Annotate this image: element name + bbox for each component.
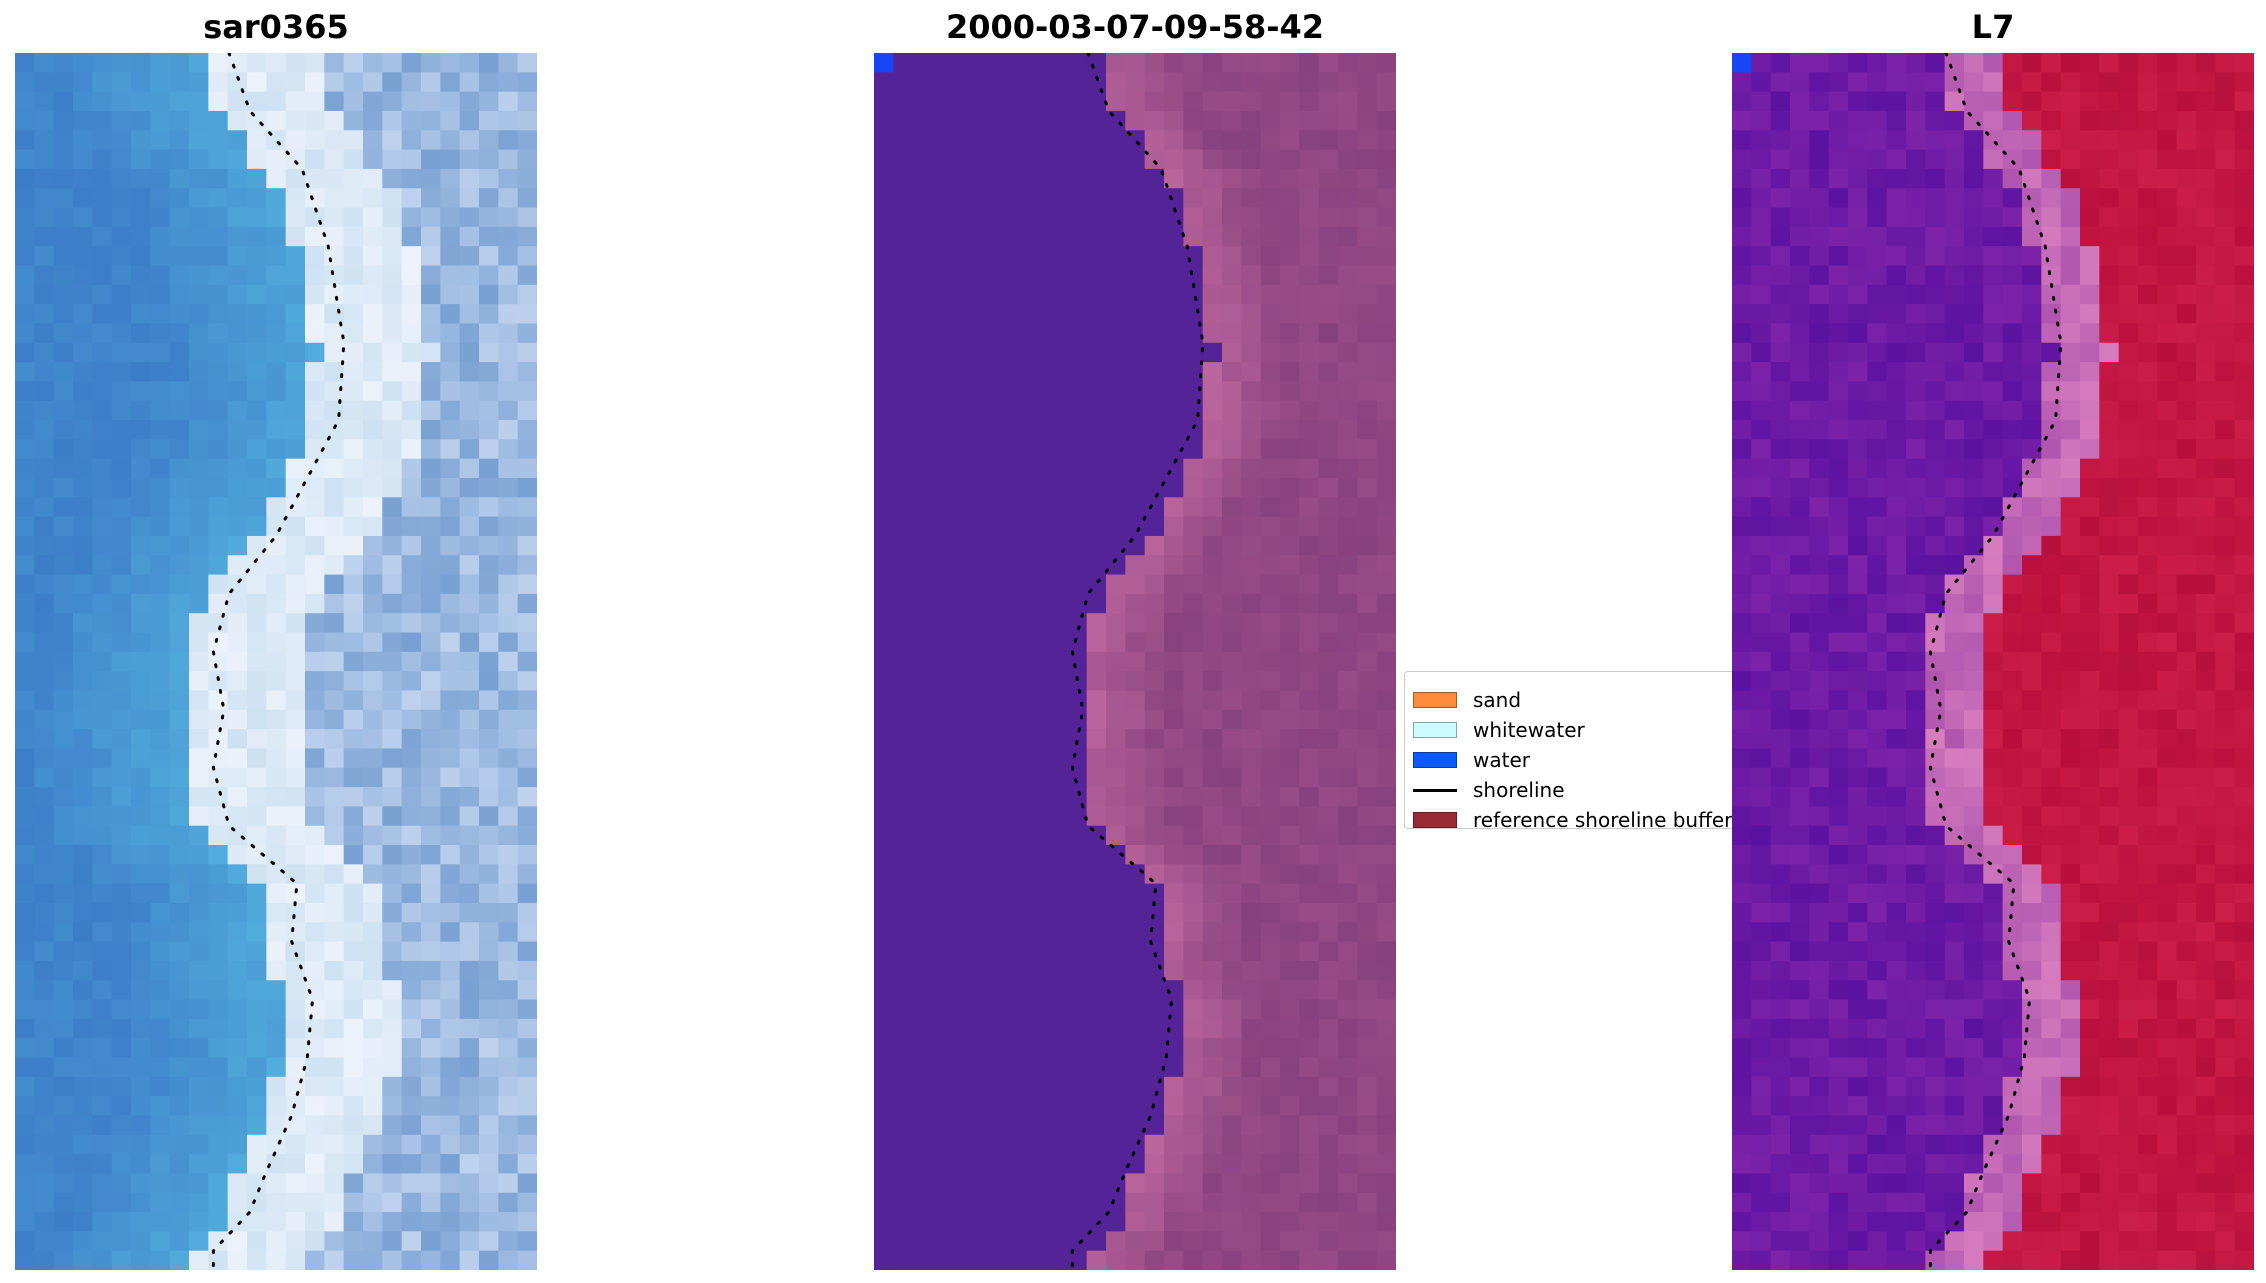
panel-classified-image: 2000-03-07-09-58-42: [874, 0, 1396, 1283]
legend-label-reference-buffer: reference shoreline buffer: [1473, 808, 1732, 829]
legend-item-water: water: [1413, 745, 1530, 775]
legend-item-whitewater: whitewater: [1413, 715, 1585, 745]
rgb-satellite-image: [15, 53, 537, 1270]
legend-item-shoreline: shoreline: [1413, 775, 1565, 805]
shoreline-dots: [1070, 53, 1205, 1270]
shoreline-dots: [1928, 53, 2063, 1270]
whitewater-swatch: [1413, 722, 1457, 738]
legend-label-whitewater: whitewater: [1473, 718, 1585, 742]
shoreline-line-swatch: [1413, 788, 1457, 792]
legend-label-sand: sand: [1473, 688, 1522, 712]
classified-image: [874, 53, 1396, 1270]
sand-swatch: [1413, 692, 1457, 708]
panel-index-image: L7: [1732, 0, 2254, 1283]
shoreline-dots: [211, 53, 346, 1270]
legend-item-sand: sand: [1413, 685, 1521, 715]
legend-item-reference-buffer: reference shoreline buffer: [1413, 805, 1732, 829]
raster-pixels: [15, 53, 537, 1270]
index-image: [1732, 53, 2254, 1270]
panel-rgb-image: sar0365: [15, 0, 537, 1283]
panel-title-satellite: L7: [1971, 8, 2015, 46]
raster-pixels: [874, 53, 1396, 1270]
raster-pixels: [1732, 53, 2254, 1270]
reference-buffer-swatch: [1413, 812, 1457, 828]
legend-label-shoreline: shoreline: [1473, 778, 1565, 802]
panel-title-date: 2000-03-07-09-58-42: [945, 8, 1325, 46]
panel-title-rgb: sar0365: [203, 8, 349, 46]
legend-label-water: water: [1473, 748, 1530, 772]
water-swatch: [1413, 752, 1457, 768]
legend: sand whitewater water shoreline referenc…: [1404, 671, 1732, 829]
